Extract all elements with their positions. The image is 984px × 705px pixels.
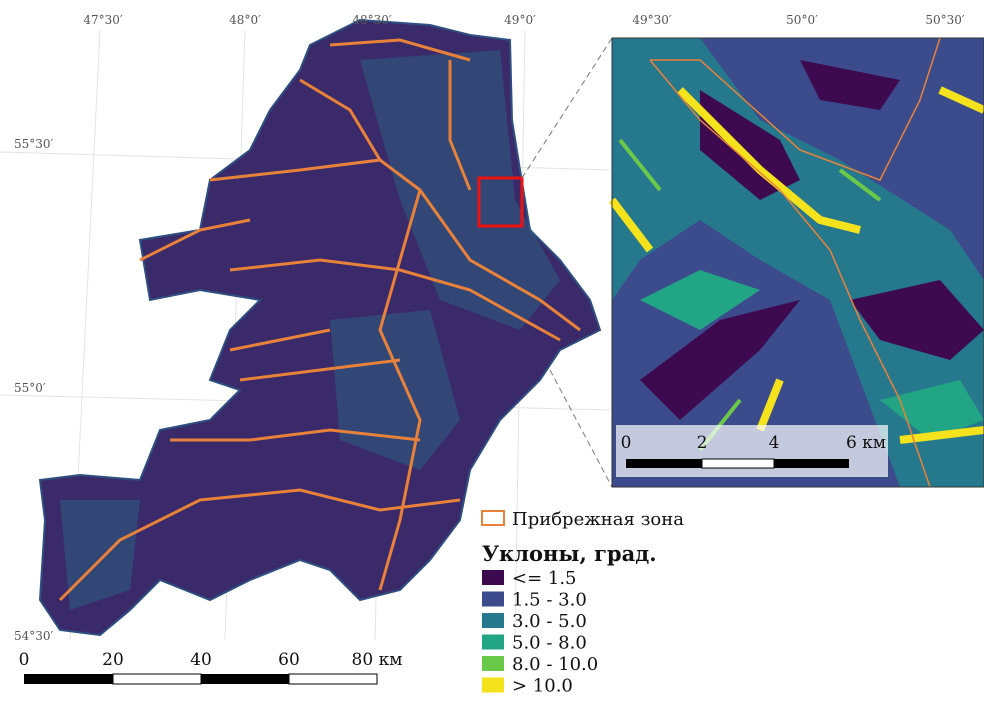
- legend-label: 3.0 - 5.0: [512, 611, 587, 632]
- legend-label: 8.0 - 10.0: [512, 654, 598, 675]
- scale-label: 40: [190, 650, 212, 670]
- inset-connector: [522, 38, 612, 178]
- longitude-label: 48°30′: [352, 13, 392, 27]
- scale-label: 2: [697, 433, 708, 453]
- longitude-label: 50°30′: [925, 13, 965, 27]
- longitude-label: 49°0′: [504, 13, 536, 27]
- legend-label: 1.5 - 3.0: [512, 590, 587, 611]
- scale-label: 80 км: [352, 650, 403, 670]
- scale-label: 6 км: [846, 433, 886, 453]
- legend-swatch: [482, 678, 504, 693]
- legend-label: 5.0 - 8.0: [512, 633, 587, 654]
- latitude-label: 55°30′: [14, 137, 54, 151]
- legend-label: > 10.0: [512, 676, 573, 697]
- scale-label: 4: [769, 433, 780, 453]
- longitude-label: 49°30′: [632, 13, 672, 27]
- scale-label: 20: [102, 650, 124, 670]
- legend-label: Прибрежная зона: [512, 509, 684, 530]
- inset-connector: [550, 370, 612, 487]
- legend-title: Уклоны, град.: [482, 541, 657, 566]
- inset-map: [612, 38, 984, 487]
- scale-bar: [24, 674, 377, 684]
- scale-label: 0: [19, 650, 30, 670]
- legend-swatch: [482, 656, 504, 671]
- legend-swatch: [482, 511, 504, 525]
- scale-label: 0: [621, 433, 632, 453]
- scale-label: 60: [278, 650, 300, 670]
- map-figure: Прибрежная зона Уклоны, град. 47°30′ 48°0…: [0, 0, 984, 705]
- legend-swatch: [482, 613, 504, 628]
- longitude-label: 50°0′: [786, 13, 818, 27]
- legend-swatch: [482, 635, 504, 650]
- latitude-label: 55°0′: [14, 381, 46, 395]
- longitude-label: 47°30′: [83, 13, 123, 27]
- latitude-label: 54°30′: [14, 629, 54, 643]
- longitude-label: 48°0′: [229, 13, 261, 27]
- legend-swatch: [482, 592, 504, 607]
- legend-swatch: [482, 570, 504, 585]
- legend-label: <= 1.5: [512, 568, 577, 589]
